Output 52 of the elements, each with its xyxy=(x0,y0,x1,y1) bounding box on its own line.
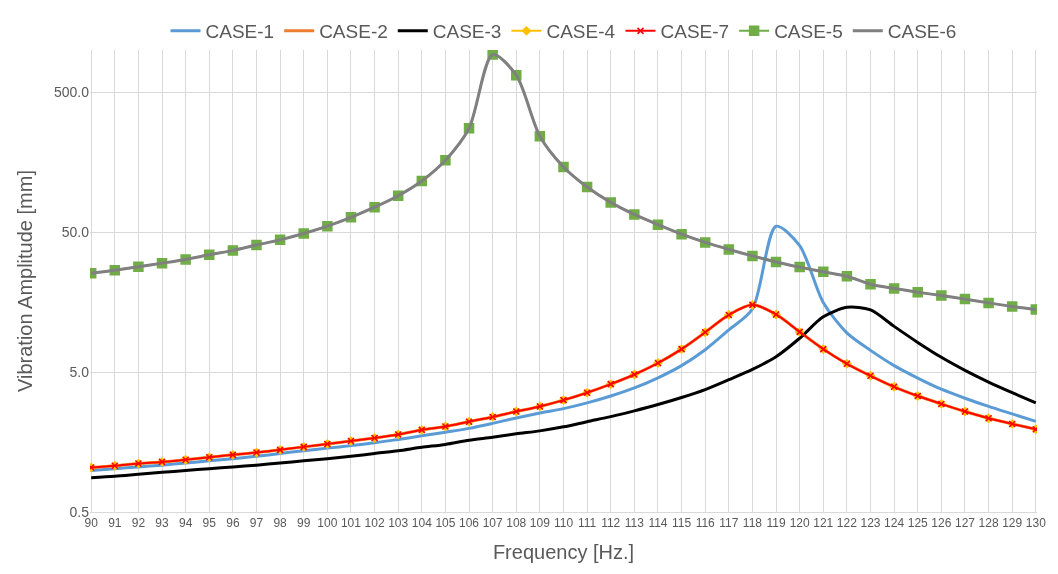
x-tick-label: 91 xyxy=(108,516,122,531)
x-tick-label: 113 xyxy=(624,516,645,531)
x-tick-label: 102 xyxy=(364,516,385,531)
x-tick-label: 116 xyxy=(695,516,716,531)
x-tick-label: 99 xyxy=(297,516,311,531)
x-tick-label: 120 xyxy=(789,516,810,531)
x-tick-label: 108 xyxy=(506,516,527,531)
x-tick-label: 125 xyxy=(907,516,929,531)
x-tick-label: 92 xyxy=(131,516,146,531)
x-tick-label: 101 xyxy=(340,516,362,531)
x-tick-label: 106 xyxy=(459,516,480,531)
x-tick-label: 128 xyxy=(978,516,999,531)
x-tick-label: 114 xyxy=(648,516,668,531)
x-tick-label: 123 xyxy=(860,516,881,531)
legend-label: CASE-1 xyxy=(205,21,275,43)
x-tick-label: 93 xyxy=(155,516,170,531)
legend-label: CASE-2 xyxy=(319,21,388,43)
x-tick-label: 124 xyxy=(884,516,905,531)
x-tick-label: 127 xyxy=(954,516,976,531)
x-tick-label: 103 xyxy=(388,516,409,531)
x-tick-label: 100 xyxy=(317,516,338,531)
x-tick-label: 107 xyxy=(482,516,503,531)
legend-label: CASE-4 xyxy=(546,21,616,43)
x-tick-label: 98 xyxy=(273,516,288,531)
x-tick-label: 118 xyxy=(742,516,763,531)
x-tick-label: 122 xyxy=(836,516,858,531)
y-tick-label: 5.0 xyxy=(69,363,90,380)
x-tick-label: 96 xyxy=(226,516,240,531)
y-axis-title: Vibration Amplitude [mm] xyxy=(14,170,37,392)
x-tick-label: 115 xyxy=(672,516,692,531)
x-tick-label: 121 xyxy=(813,516,834,531)
x-tick-label: 111 xyxy=(577,516,597,531)
x-tick-label: 104 xyxy=(411,516,433,531)
x-tick-label: 119 xyxy=(766,516,786,531)
legend-label: CASE-6 xyxy=(887,21,957,43)
x-tick-label: 105 xyxy=(435,516,456,531)
x-tick-label: 110 xyxy=(553,516,574,531)
x-tick-label: 109 xyxy=(529,516,551,531)
x-tick-label: 129 xyxy=(1002,516,1023,531)
x-tick-label: 126 xyxy=(931,516,952,531)
x-tick-label: 117 xyxy=(719,516,739,531)
y-tick-label: 500.0 xyxy=(53,84,90,101)
x-axis-title: Frequency [Hz.] xyxy=(492,540,635,563)
x-tick-label: 112 xyxy=(601,516,621,531)
legend-label: CASE-5 xyxy=(774,21,843,43)
x-tick-label: 95 xyxy=(202,516,217,531)
y-tick-label: 50.0 xyxy=(61,223,90,240)
x-tick-label: 97 xyxy=(249,516,264,531)
x-tick-label: 94 xyxy=(178,516,193,531)
legend-label: CASE-7 xyxy=(660,21,730,43)
legend-label: CASE-3 xyxy=(432,21,502,43)
x-tick-label: 130 xyxy=(1025,516,1047,531)
